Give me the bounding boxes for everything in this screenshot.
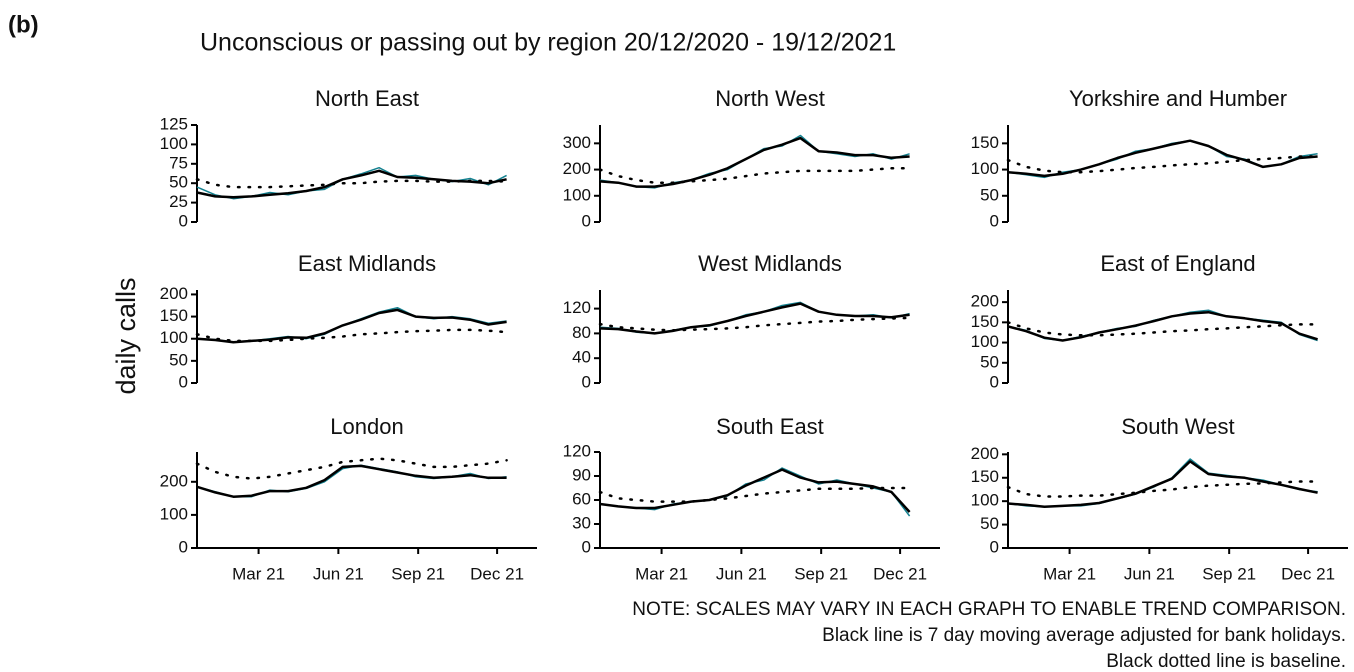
x-tick-label: Sep 21	[794, 564, 848, 583]
y-tick-label: 0	[582, 211, 591, 230]
data-line	[1007, 139, 1318, 178]
data-line	[1007, 460, 1318, 509]
y-tick-label: 300	[563, 133, 591, 152]
y-tick-label: 100	[160, 504, 188, 523]
x-tick-label: Sep 21	[1202, 564, 1256, 583]
panel-title: West Midlands	[698, 251, 842, 276]
panel-title: Yorkshire and Humber	[1069, 86, 1287, 111]
y-tick-label: 50	[980, 514, 999, 533]
baseline-line	[598, 316, 911, 332]
y-tick-label: 75	[169, 153, 188, 172]
data-line	[599, 136, 910, 188]
y-axis-label: daily calls	[111, 277, 141, 394]
y-tick-label: 40	[572, 348, 591, 367]
y-tick-label: 50	[169, 350, 188, 369]
data-line	[196, 464, 507, 498]
data-line	[599, 302, 910, 335]
y-tick-label: 150	[971, 312, 999, 331]
note: Black line is 7 day moving average adjus…	[822, 625, 1346, 646]
baseline-line	[195, 457, 508, 480]
y-tick-label: 0	[179, 537, 188, 556]
y-tick-label: 120	[563, 441, 591, 460]
data-line	[196, 464, 507, 498]
x-tick-label: Dec 21	[873, 564, 927, 583]
y-tick-label: 25	[169, 192, 188, 211]
y-tick-label: 80	[572, 323, 591, 342]
y-tick-label: 100	[160, 328, 188, 347]
x-tick-label: Jun 21	[1124, 564, 1175, 583]
x-tick-label: Jun 21	[313, 564, 364, 583]
y-tick-label: 200	[971, 292, 999, 311]
figure-title: Unconscious or passing out by region 20/…	[200, 29, 896, 57]
baseline-line	[195, 178, 508, 189]
y-tick-label: 100	[971, 491, 999, 510]
panel-title: London	[330, 414, 403, 439]
y-tick-label: 50	[169, 173, 188, 192]
data-line	[1007, 310, 1318, 342]
baseline-line	[1006, 321, 1319, 337]
baseline-line	[598, 167, 911, 184]
note: NOTE: SCALES MAY VARY IN EACH GRAPH TO E…	[632, 599, 1346, 620]
baseline-line	[1006, 480, 1319, 498]
data-line	[599, 468, 911, 513]
y-tick-label: 100	[160, 134, 188, 153]
y-tick-label: 0	[179, 211, 188, 230]
y-tick-label: 200	[971, 444, 999, 463]
x-tick-label: Mar 21	[232, 564, 285, 583]
data-line	[196, 306, 507, 344]
panel-title: East of England	[1100, 251, 1255, 276]
baseline-line	[195, 328, 508, 343]
x-tick-label: Dec 21	[470, 564, 524, 583]
x-tick-label: Sep 21	[391, 564, 445, 583]
panel-label: (b)	[8, 11, 39, 38]
y-tick-label: 150	[160, 306, 188, 325]
data-line	[196, 169, 507, 199]
y-tick-label: 30	[572, 513, 591, 532]
y-tick-label: 0	[990, 372, 999, 391]
x-tick-label: Mar 21	[1043, 564, 1096, 583]
y-tick-label: 150	[971, 133, 999, 152]
panel-title: South East	[716, 414, 824, 439]
y-tick-label: 150	[971, 467, 999, 486]
panel-title: East Midlands	[298, 251, 436, 276]
data-line	[196, 166, 507, 200]
y-tick-label: 90	[572, 465, 591, 484]
y-tick-label: 100	[563, 185, 591, 204]
x-tick-label: Dec 21	[1281, 564, 1335, 583]
note: Black dotted line is baseline.	[1106, 651, 1346, 672]
data-line	[599, 134, 910, 189]
y-tick-label: 125	[160, 114, 188, 133]
data-line	[599, 301, 910, 335]
y-tick-label: 200	[563, 159, 591, 178]
y-tick-label: 60	[572, 489, 591, 508]
panel-title: North West	[715, 86, 825, 111]
y-tick-label: 50	[980, 352, 999, 371]
x-tick-label: Mar 21	[635, 564, 688, 583]
baseline-line	[1006, 155, 1319, 174]
y-tick-label: 200	[160, 471, 188, 490]
y-tick-label: 200	[160, 284, 188, 303]
y-tick-label: 0	[179, 372, 188, 391]
y-tick-label: 100	[971, 332, 999, 351]
y-tick-label: 0	[582, 537, 591, 556]
data-line	[196, 308, 507, 344]
panel-title: South West	[1121, 414, 1234, 439]
y-tick-label: 0	[990, 211, 999, 230]
y-tick-label: 0	[990, 537, 999, 556]
baseline-line	[598, 486, 911, 503]
x-tick-label: Jun 21	[716, 564, 767, 583]
y-tick-label: 120	[563, 298, 591, 317]
y-tick-label: 100	[971, 159, 999, 178]
panel-title: North East	[315, 86, 419, 111]
y-tick-label: 50	[980, 185, 999, 204]
y-tick-label: 0	[582, 372, 591, 391]
